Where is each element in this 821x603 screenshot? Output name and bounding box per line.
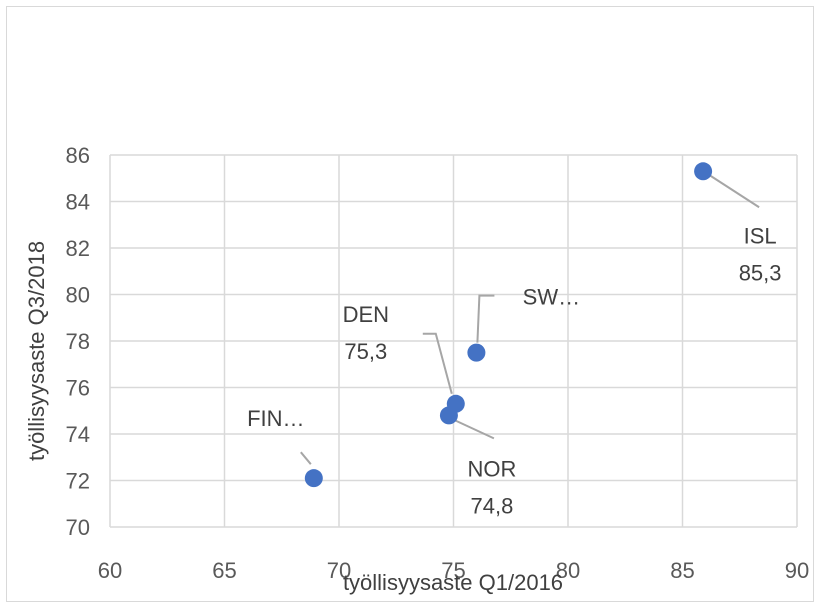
data-label: ISL — [744, 223, 777, 248]
data-value-label: 85,3 — [739, 260, 782, 285]
x-tick-label: 70 — [327, 558, 351, 583]
y-tick-label: 72 — [66, 469, 90, 494]
y-tick-label: 70 — [66, 515, 90, 540]
leader-line — [452, 418, 495, 440]
y-tick-label: 78 — [66, 329, 90, 354]
leader-line — [707, 173, 760, 209]
data-label: DEN — [343, 302, 389, 327]
x-tick-label: 90 — [785, 558, 809, 583]
chart-frame — [6, 6, 814, 602]
data-point — [439, 406, 458, 425]
x-tick-label: 85 — [670, 558, 694, 583]
data-point — [694, 162, 713, 181]
data-label: SW… — [523, 285, 580, 310]
y-tick-label: 76 — [66, 376, 90, 401]
data-label: NOR — [467, 456, 516, 481]
data-point — [304, 469, 323, 488]
x-tick-label: 65 — [212, 558, 236, 583]
data-points — [304, 162, 713, 488]
x-tick-label: 75 — [441, 558, 465, 583]
leader-line — [300, 451, 312, 465]
y-tick-label: 86 — [66, 143, 90, 168]
data-point — [467, 343, 486, 362]
grid — [109, 154, 798, 528]
y-tick-label: 74 — [66, 422, 90, 447]
y-tick-label: 82 — [66, 236, 90, 261]
leader-lines — [300, 173, 760, 465]
x-tick-label: 60 — [98, 558, 122, 583]
y-tick-label: 84 — [66, 190, 90, 215]
y-tick-label: 80 — [66, 283, 90, 308]
leader-line — [476, 294, 495, 343]
data-label: FIN… — [247, 406, 304, 431]
x-tick-labels: 60 65 70 75 80 85 90 — [98, 558, 809, 583]
data-value-label: 74,8 — [471, 493, 514, 518]
x-tick-label: 80 — [556, 558, 580, 583]
y-axis-title: työllisyysaste Q3/2018 — [24, 241, 49, 461]
x-axis-title: työllisyysaste Q1/2016 — [343, 570, 563, 595]
data-value-label: 75,3 — [344, 339, 387, 364]
y-tick-labels: 70 72 74 76 78 80 82 84 86 — [66, 143, 90, 540]
leader-line — [422, 332, 453, 395]
data-labels: FIN… DEN 75,3 NOR 74,8 SW… ISL 85,3 — [247, 223, 781, 518]
